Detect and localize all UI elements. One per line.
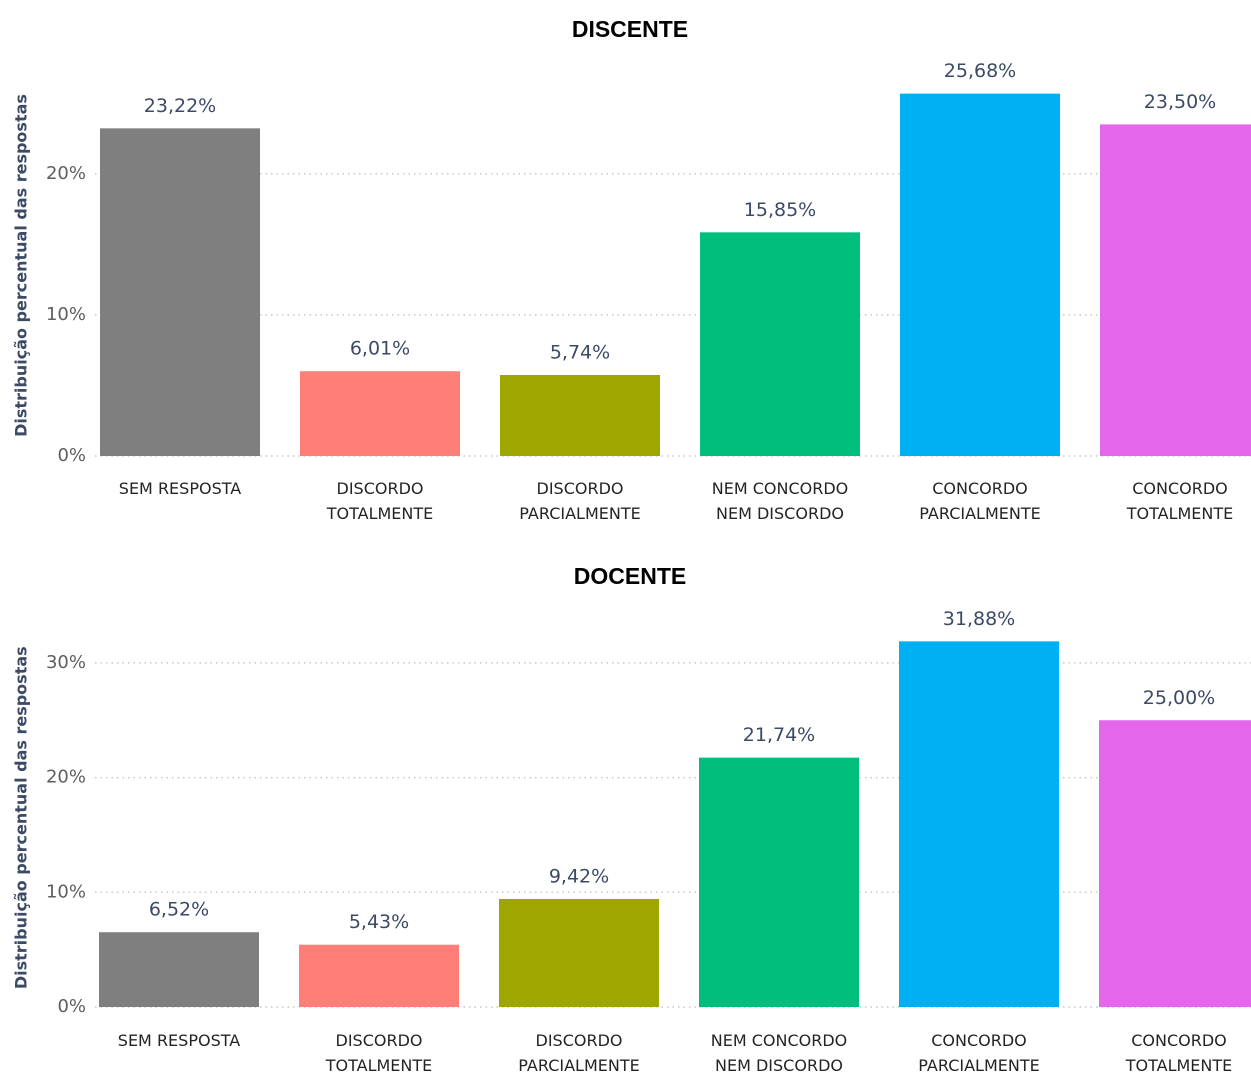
- x-tick-label: SEM RESPOSTA: [117, 1031, 241, 1050]
- bar: [1100, 124, 1251, 456]
- data-label: 21,74%: [743, 724, 815, 746]
- bar: [499, 898, 659, 1007]
- y-tick-label: 20%: [46, 163, 86, 184]
- chart-title: DOCENTE: [574, 563, 686, 589]
- data-label: 23,22%: [144, 95, 216, 117]
- bar: [699, 757, 859, 1007]
- bar: [899, 641, 1059, 1007]
- bar: [900, 93, 1060, 457]
- bar: [100, 128, 260, 456]
- x-tick-label: CONCORDO TOTALMENTE: [1125, 1031, 1233, 1073]
- data-label: 9,42%: [549, 865, 609, 887]
- bar: [300, 371, 460, 456]
- data-label: 5,43%: [349, 911, 409, 933]
- y-axis-label: Distribuição percentual das respostas: [12, 646, 31, 989]
- x-tick-label: NEM CONCORDO NEM DISCORDO: [711, 479, 849, 523]
- y-tick-label: 0%: [57, 996, 86, 1017]
- bar: [500, 375, 660, 456]
- y-tick-label: 20%: [46, 767, 86, 788]
- x-tick-label: CONCORDO PARCIALMENTE: [919, 479, 1041, 523]
- y-tick-label: 0%: [57, 445, 86, 466]
- bar: [299, 944, 459, 1007]
- data-label: 25,00%: [1143, 687, 1215, 709]
- data-label: 23,50%: [1144, 91, 1216, 113]
- x-tick-label: SEM RESPOSTA: [118, 479, 242, 498]
- data-label: 5,74%: [550, 342, 610, 364]
- x-tick-label: DISCORDO PARCIALMENTE: [518, 1031, 640, 1073]
- y-tick-label: 10%: [46, 304, 86, 325]
- y-tick-label: 30%: [46, 652, 86, 673]
- data-label: 6,52%: [149, 899, 209, 921]
- data-label: 25,68%: [944, 60, 1016, 82]
- bar: [1099, 720, 1251, 1007]
- x-tick-label: NEM CONCORDO NEM DISCORDO: [710, 1031, 848, 1073]
- data-label: 31,88%: [943, 608, 1015, 630]
- x-tick-label: CONCORDO PARCIALMENTE: [918, 1031, 1040, 1073]
- bar: [700, 232, 860, 456]
- x-tick-label: DISCORDO PARCIALMENTE: [519, 479, 641, 523]
- bar: [99, 932, 259, 1007]
- x-tick-label: DISCORDO TOTALMENTE: [326, 479, 434, 523]
- data-label: 15,85%: [744, 199, 816, 221]
- y-axis-label: Distribuição percentual das respostas: [12, 94, 31, 437]
- data-label: 6,01%: [350, 338, 410, 360]
- chart-title: DISCENTE: [572, 16, 688, 42]
- x-tick-label: DISCORDO TOTALMENTE: [325, 1031, 433, 1073]
- y-tick-label: 10%: [46, 881, 86, 902]
- x-tick-label: CONCORDO TOTALMENTE: [1126, 479, 1234, 523]
